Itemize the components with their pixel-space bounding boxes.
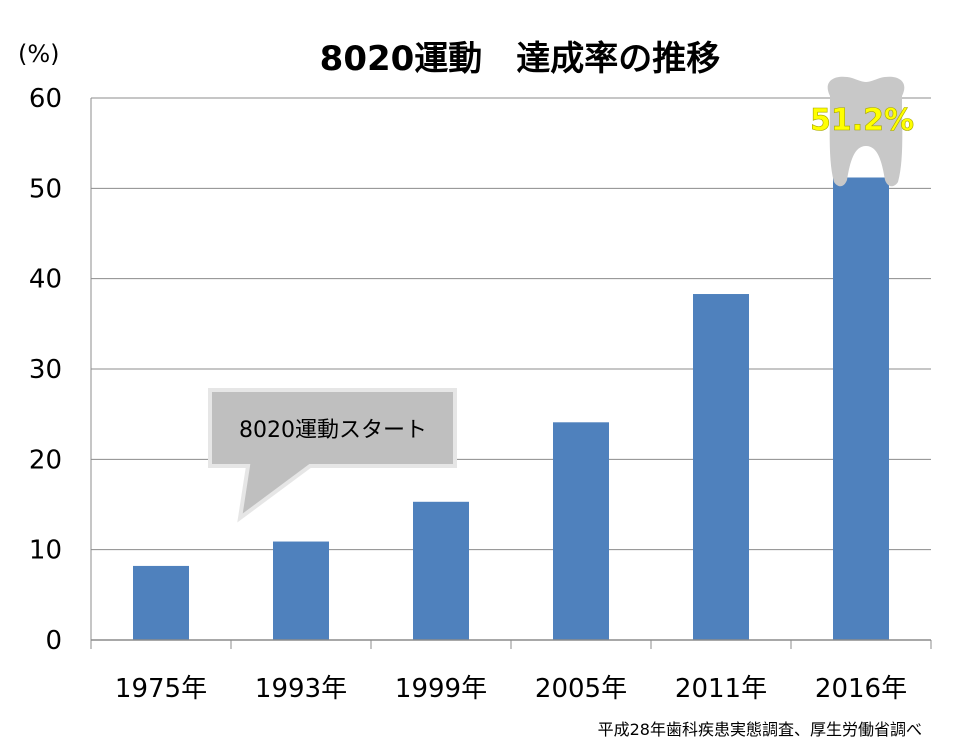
x-tick-label: 1993年 <box>255 674 347 704</box>
bar-2005年 <box>553 422 609 640</box>
bar-1993年 <box>273 541 329 640</box>
x-tick-label: 2005年 <box>535 674 627 704</box>
grid-lines <box>91 97 931 551</box>
callout-text: 8020運動スタート <box>239 418 427 443</box>
bar-1999年 <box>413 501 469 640</box>
axes <box>90 98 932 649</box>
x-tick-label: 2016年 <box>815 674 907 704</box>
x-tick-labels: 1975年 1993年 1999年 2005年 2011年 2016年 <box>115 674 907 704</box>
y-axis-unit-label: (%) <box>18 40 60 68</box>
callout: 8020運動スタート <box>208 388 457 523</box>
highlight-value-label: 51.2% <box>810 103 914 138</box>
y-tick-label: 60 <box>29 84 62 114</box>
x-tick-label: 1975年 <box>115 674 207 704</box>
bars <box>133 177 889 640</box>
y-tick-label: 10 <box>29 536 62 566</box>
tooth-icon <box>827 76 905 187</box>
bar-2011年 <box>693 294 749 640</box>
y-tick-label: 40 <box>29 265 62 295</box>
x-tick-label: 1999年 <box>395 674 487 704</box>
y-tick-label: 30 <box>29 355 62 385</box>
source-note: 平成28年歯科疾患実態調査、厚生労働省調べ <box>598 720 922 739</box>
callout-bubble <box>208 388 457 523</box>
y-tick-label: 20 <box>29 445 62 475</box>
bar-1975年 <box>133 565 189 640</box>
x-tick-label: 2011年 <box>675 674 767 704</box>
y-tick-labels: 0 10 20 30 40 50 60 <box>29 84 62 656</box>
chart-title: 8020運動 達成率の推移 <box>320 39 721 79</box>
y-tick-label: 50 <box>29 174 62 204</box>
tooth-shape <box>827 76 905 187</box>
y-tick-label: 0 <box>45 626 62 656</box>
bar-2016年 <box>833 177 889 640</box>
